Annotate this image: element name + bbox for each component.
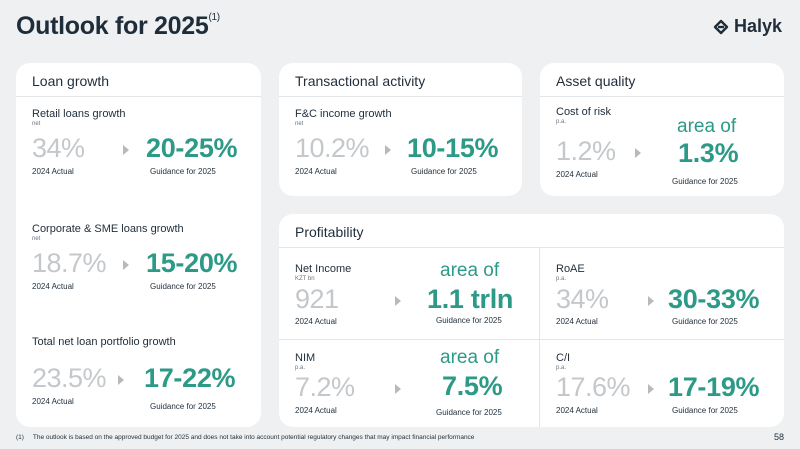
cost-of-risk-label: Cost of risk (556, 106, 612, 118)
retail-actual-value: 34% (32, 133, 85, 163)
arrow-right-icon (123, 145, 129, 155)
retail-actual-caption: 2024 Actual (32, 167, 74, 176)
asset-quality-card: Asset quality Cost of risk p.a. 1.2% 202… (540, 63, 784, 196)
nim-guidance-caption: Guidance for 2025 (436, 408, 502, 417)
fc-actual-value: 10.2% (295, 133, 370, 163)
roae-label-group: RoAE p.a. (556, 263, 585, 282)
roae-actual-value: 34% (556, 284, 609, 314)
halyk-logo-text: Halyk (733, 16, 782, 36)
ci-guidance-caption: Guidance for 2025 (672, 406, 738, 415)
corporate-loans-unit: net (32, 236, 41, 242)
card-divider (279, 247, 784, 248)
quadrant-divider-vertical (539, 247, 540, 427)
fc-income-unit: net (295, 121, 304, 127)
net-income-guidance-value: 1.1 trln (427, 284, 514, 314)
cost-of-risk-unit: p.a. (556, 119, 567, 125)
corporate-guidance-value: 15-20% (146, 248, 238, 278)
nim-guidance-prefix: area of (440, 347, 500, 368)
nim-guidance-value: 7.5% (442, 371, 503, 401)
arrow-right-icon (648, 384, 654, 394)
cor-actual-caption: 2024 Actual (556, 170, 598, 179)
roae-guidance-value: 30-33% (668, 284, 760, 314)
net-income-guidance-caption: Guidance for 2025 (436, 316, 502, 325)
retail-loans-label: Retail loans growth (32, 108, 126, 120)
arrow-right-icon (123, 260, 129, 270)
fc-income-label-group: F&C income growth net (295, 108, 392, 127)
net-income-actual-value: 921 (295, 284, 339, 314)
roae-guidance-caption: Guidance for 2025 (672, 317, 738, 326)
page-title-text: Outlook for 2025 (16, 12, 209, 40)
cor-guidance-caption: Guidance for 2025 (672, 177, 738, 186)
total-actual-value: 23.5% (32, 363, 107, 393)
nim-unit: p.a. (295, 365, 306, 371)
profitability-card: Profitability Net Income KZT bn 921 2024… (279, 214, 784, 427)
net-income-label-group: Net Income KZT bn (295, 263, 351, 282)
total-loans-label: Total net loan portfolio growth (32, 336, 176, 348)
card-divider (16, 96, 261, 97)
title-footnote-marker: (1) (208, 12, 220, 23)
nim-actual-value: 7.2% (295, 372, 355, 402)
ci-guidance-value: 17-19% (668, 372, 760, 402)
corporate-loans-label: Corporate & SME loans growth (32, 223, 184, 235)
corporate-actual-value: 18.7% (32, 248, 107, 278)
roae-actual-caption: 2024 Actual (556, 317, 598, 326)
cor-guidance-prefix: area of (677, 116, 737, 137)
asset-quality-title: Asset quality (556, 73, 636, 89)
net-income-label: Net Income (295, 263, 352, 275)
arrow-right-icon (395, 296, 401, 306)
total-actual-caption: 2024 Actual (32, 397, 74, 406)
retail-loans-unit: net (32, 121, 41, 127)
loan-growth-card: Loan growth Retail loans growth net 34% … (16, 63, 261, 427)
total-guidance-value: 17-22% (144, 363, 236, 393)
arrow-right-icon (395, 384, 401, 394)
halyk-logo-icon (713, 19, 729, 34)
loan-growth-title: Loan growth (32, 73, 110, 89)
footnote: (1) The outlook is based on the approved… (16, 434, 475, 441)
ci-actual-caption: 2024 Actual (556, 406, 598, 415)
nim-actual-caption: 2024 Actual (295, 406, 337, 415)
net-income-unit: KZT bn (295, 276, 315, 282)
cor-guidance-value: 1.3% (678, 138, 739, 168)
roae-unit: p.a. (556, 276, 567, 282)
transactional-activity-card: Transactional activity F&C income growth… (279, 63, 522, 196)
profitability-title: Profitability (295, 224, 364, 240)
arrow-right-icon (648, 296, 654, 306)
net-income-guidance-prefix: area of (440, 260, 500, 281)
fc-actual-caption: 2024 Actual (295, 167, 337, 176)
cost-of-risk-label-group: Cost of risk p.a. (556, 106, 611, 125)
total-loans-label-group: Total net loan portfolio growth (32, 336, 176, 348)
net-income-actual-caption: 2024 Actual (295, 317, 337, 326)
fc-guidance-caption: Guidance for 2025 (411, 167, 477, 176)
retail-guidance-caption: Guidance for 2025 (150, 167, 216, 176)
ci-actual-value: 17.6% (556, 372, 631, 402)
page-number: 58 (773, 432, 784, 442)
ci-unit: p.a. (556, 365, 567, 371)
arrow-right-icon (385, 145, 391, 155)
nim-label: NIM (295, 352, 316, 364)
fc-guidance-value: 10-15% (407, 133, 499, 163)
nim-label-group: NIM p.a. (295, 352, 315, 371)
corporate-loans-label-group: Corporate & SME loans growth net (32, 223, 184, 242)
card-divider (540, 96, 784, 97)
fc-income-label: F&C income growth (295, 108, 392, 120)
ci-label: C/I (556, 352, 571, 364)
corporate-guidance-caption: Guidance for 2025 (150, 282, 216, 291)
page-title: Outlook for 2025(1) (16, 12, 220, 41)
retail-guidance-value: 20-25% (146, 133, 238, 163)
quadrant-divider-horizontal (279, 339, 784, 340)
total-guidance-caption: Guidance for 2025 (150, 402, 216, 411)
card-divider (279, 96, 522, 97)
corporate-actual-caption: 2024 Actual (32, 282, 74, 291)
cor-actual-value: 1.2% (556, 136, 616, 166)
transactional-activity-title: Transactional activity (295, 73, 426, 89)
retail-loans-label-group: Retail loans growth net (32, 108, 126, 127)
arrow-right-icon (635, 148, 641, 158)
halyk-logo: Halyk (712, 16, 782, 37)
roae-label: RoAE (556, 263, 585, 275)
arrow-right-icon (118, 375, 124, 385)
ci-label-group: C/I p.a. (556, 352, 570, 371)
